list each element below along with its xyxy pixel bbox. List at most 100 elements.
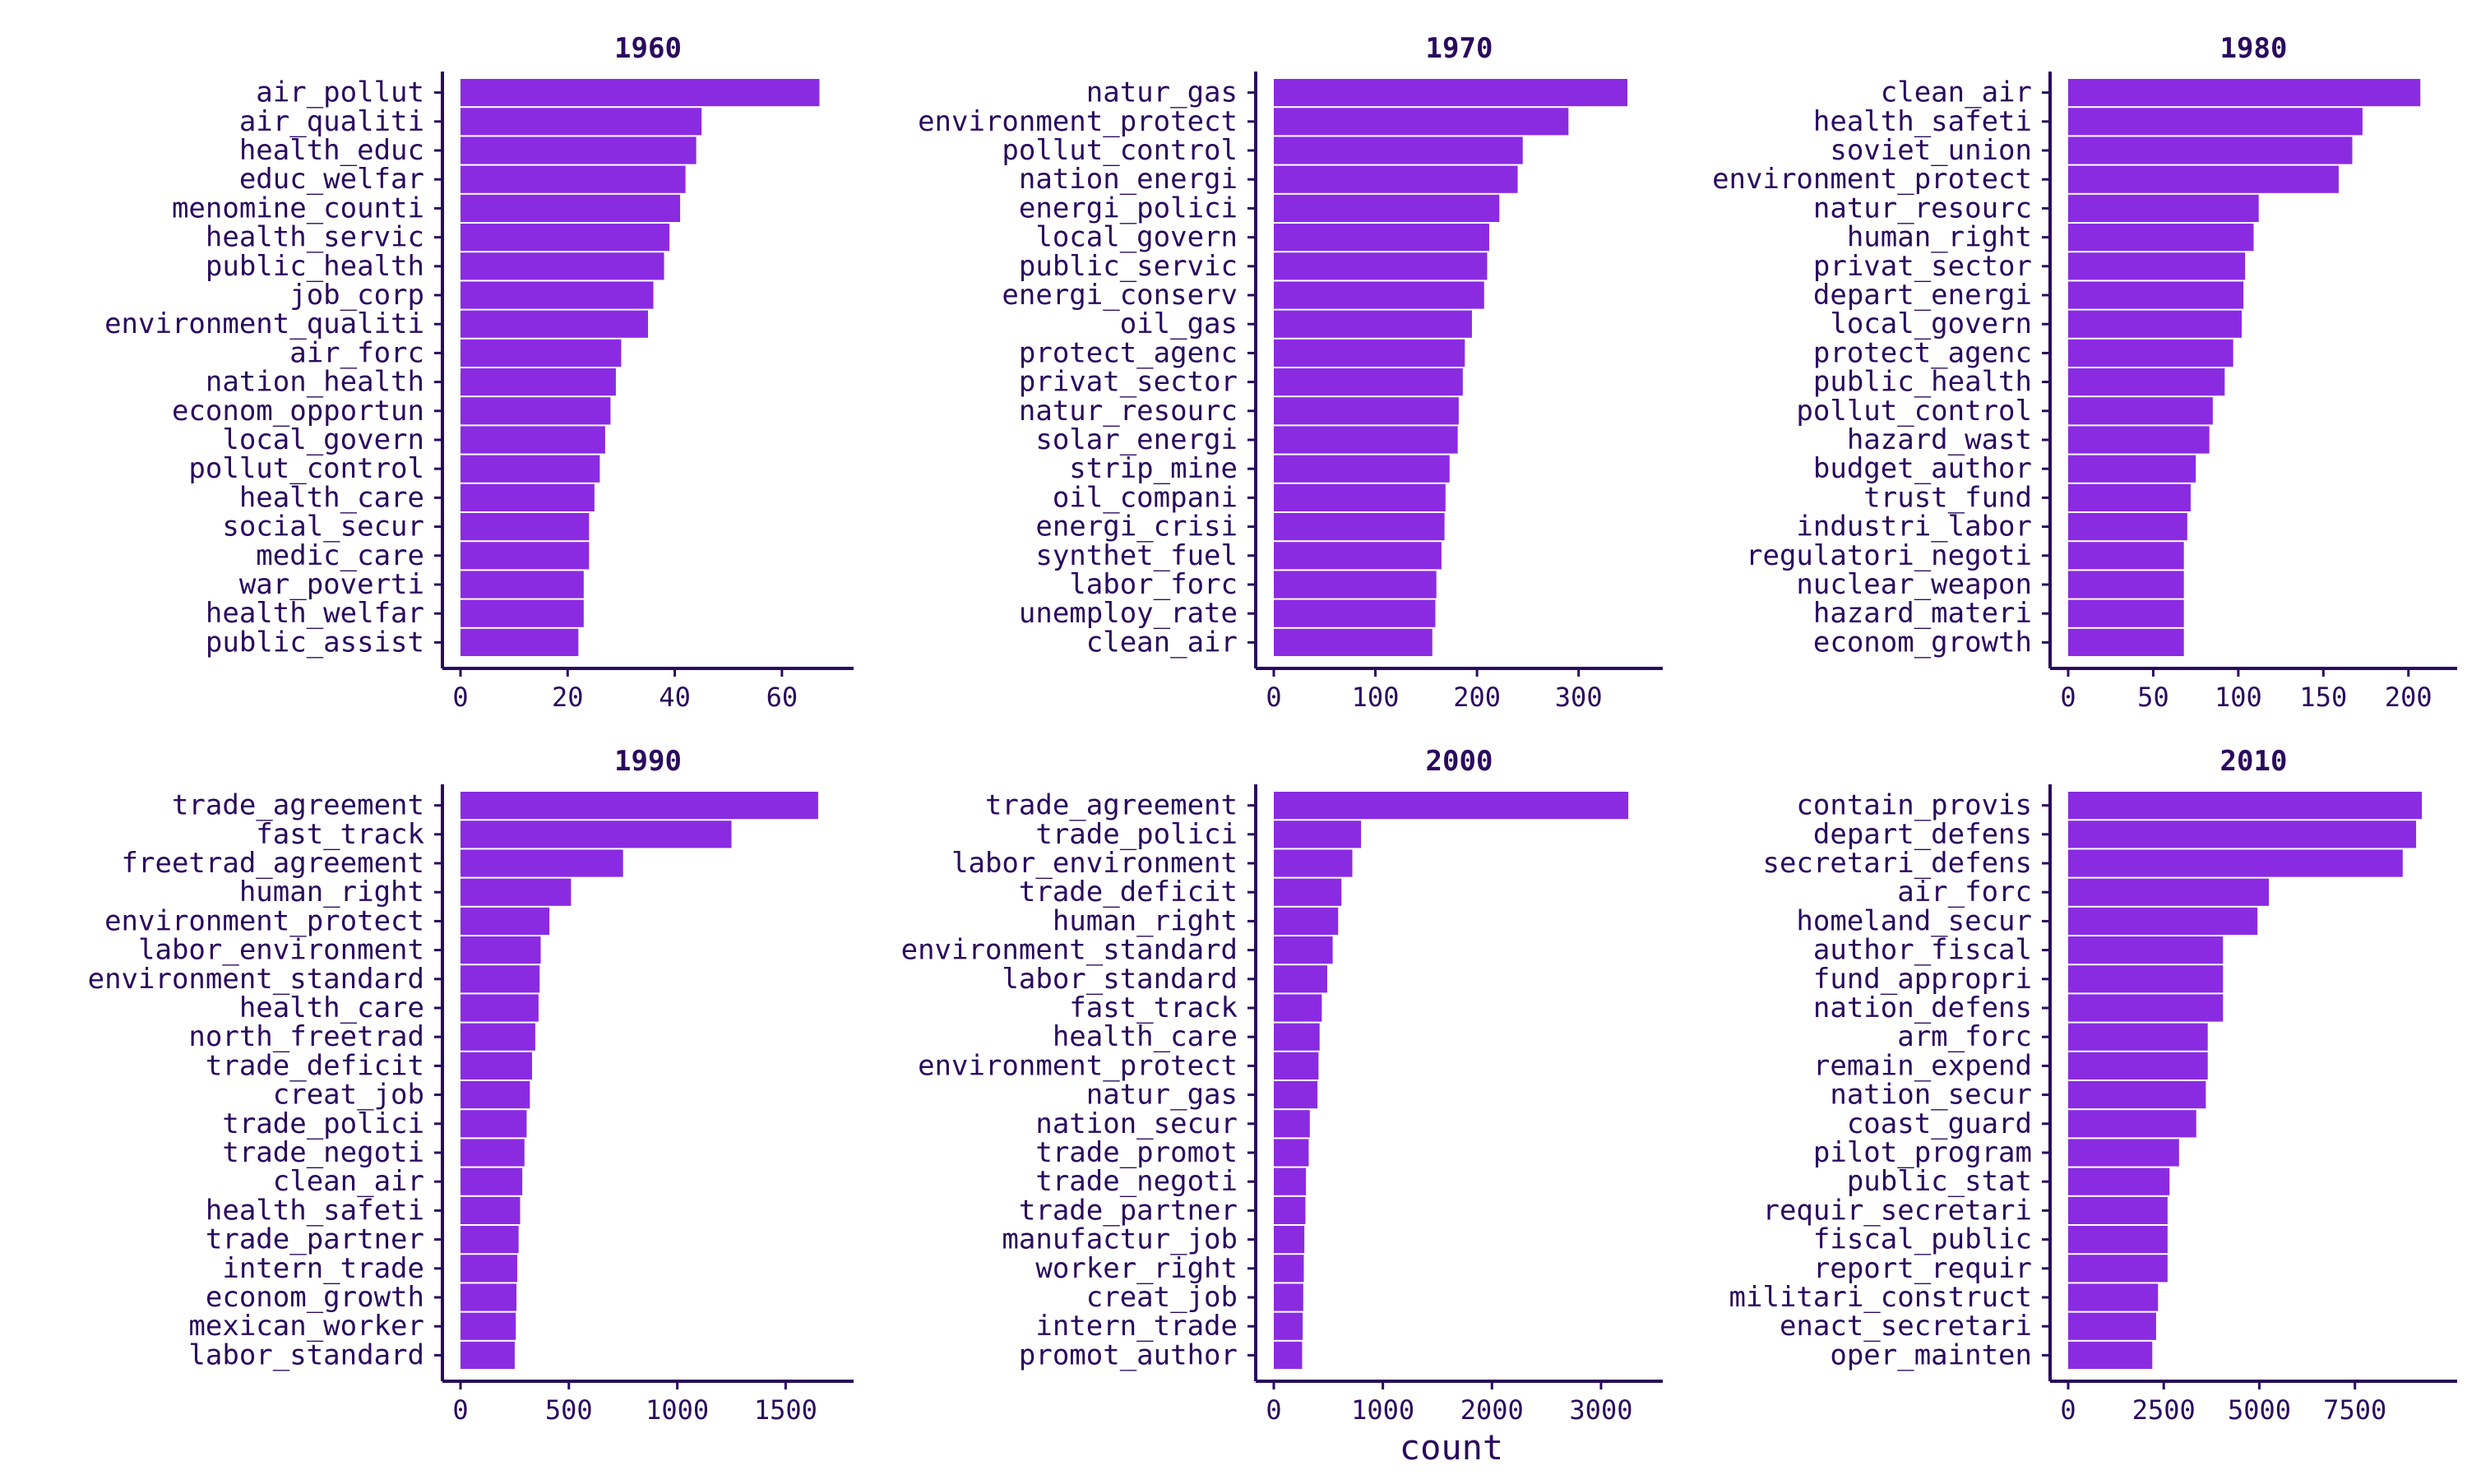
- panel-title: 2010: [2220, 745, 2288, 778]
- category-label: nation_secur: [1035, 1107, 1238, 1140]
- bar-oil_gas: [1274, 310, 1472, 338]
- category-label: health_servic: [206, 221, 424, 254]
- bar-human_right: [1274, 907, 1339, 935]
- category-label: homeland_secur: [1796, 904, 2032, 937]
- bar-labor_standard: [461, 1341, 515, 1369]
- bar-pilot_program: [2068, 1139, 2179, 1167]
- x-tick-label: 150: [2299, 682, 2347, 713]
- x-tick-label: 1500: [754, 1394, 817, 1426]
- category-label: air_qualiti: [239, 105, 424, 138]
- x-tick-label: 200: [1453, 682, 1501, 713]
- x-tick-label: 100: [1352, 682, 1400, 713]
- category-label: north_freetrad: [188, 1020, 424, 1053]
- bar-trade_negoti: [461, 1139, 525, 1167]
- x-tick-label: 0: [452, 682, 468, 713]
- category-label: oil_gas: [1120, 307, 1238, 340]
- bar-social_secur: [461, 513, 590, 541]
- category-label: privat_sector: [1813, 250, 2032, 283]
- bar-trade_polici: [461, 1110, 527, 1138]
- x-tick-label: 0: [452, 1394, 468, 1426]
- bar-trade_partner: [1274, 1196, 1306, 1224]
- category-label: health_welfar: [206, 597, 424, 630]
- category-label: nation_health: [206, 366, 424, 399]
- category-label: fast_track: [1069, 992, 1238, 1024]
- bar-nation_energi: [1274, 165, 1518, 193]
- panel-1970: 1970 natur_gasenvironment_protectpollut_c…: [918, 32, 1663, 713]
- category-label: protect_agenc: [1813, 336, 2032, 369]
- category-label: natur_resourc: [1019, 395, 1238, 428]
- bar-nation_defens: [2068, 994, 2224, 1022]
- category-label: freetrad_agreement: [122, 847, 424, 880]
- category-label: environment_protect: [1712, 163, 2032, 196]
- panel-title: 2000: [1426, 745, 1493, 778]
- category-label: labor_environment: [951, 847, 1238, 880]
- category-label: menomine_counti: [172, 192, 424, 224]
- category-label: health_safeti: [1813, 105, 2032, 138]
- category-label: econom_opportun: [172, 395, 424, 428]
- bar-health_care: [1274, 1023, 1320, 1051]
- bar-trade_promot: [1274, 1139, 1309, 1167]
- category-label: public_servic: [1019, 250, 1238, 283]
- bar-privat_sector: [2068, 252, 2246, 280]
- bar-war_poverti: [461, 571, 584, 599]
- bar-health_safeti: [2068, 108, 2363, 136]
- category-label: militari_construct: [1729, 1281, 2032, 1314]
- bar-nation_health: [461, 368, 616, 396]
- category-label: environment_qualiti: [104, 307, 424, 340]
- bar-oper_mainten: [2068, 1341, 2153, 1369]
- panel-title: 1960: [614, 32, 682, 65]
- bar-environment_protect: [461, 907, 550, 935]
- bar-clean_air: [1274, 628, 1433, 656]
- bar-human_right: [2068, 224, 2254, 252]
- bar-nation_secur: [1274, 1110, 1310, 1138]
- panel-1960: 1960 air_pollutair_qualitihealth_educeduc…: [104, 32, 854, 713]
- bar-creat_job: [461, 1081, 530, 1109]
- bar-nuclear_weapon: [2068, 571, 2184, 599]
- bar-environment_qualiti: [461, 310, 648, 338]
- bar-intern_trade: [461, 1255, 518, 1283]
- category-label: public_stat: [1847, 1165, 2032, 1198]
- x-tick-label: 7500: [2323, 1394, 2386, 1426]
- x-tick-label: 40: [659, 682, 691, 713]
- category-label: pollut_control: [188, 452, 424, 485]
- category-label: clean_air: [273, 1165, 424, 1198]
- bar-protect_agenc: [1274, 339, 1465, 367]
- category-label: remain_expend: [1813, 1049, 2032, 1082]
- category-label: job_corp: [289, 279, 424, 312]
- category-label: natur_gas: [1086, 76, 1238, 109]
- bar-promot_author: [1274, 1341, 1303, 1369]
- category-label: social_secur: [222, 511, 424, 543]
- panel-2010: 2010 contain_provisdepart_defenssecretari…: [1729, 745, 2457, 1426]
- category-label: trade_promot: [1035, 1136, 1238, 1169]
- category-label: pollut_control: [1796, 395, 2032, 428]
- bar-soviet_union: [2068, 136, 2353, 164]
- bar-trade_partner: [461, 1226, 519, 1254]
- category-label: public_assist: [206, 626, 424, 659]
- category-label: econom_growth: [1813, 626, 2032, 659]
- category-label: energi_conserv: [1002, 279, 1238, 312]
- category-label: trade_deficit: [206, 1049, 424, 1082]
- category-label: environment_standard: [901, 934, 1238, 967]
- category-label: health_care: [239, 481, 424, 514]
- category-label: health_safeti: [206, 1194, 424, 1227]
- bar-health_care: [461, 483, 595, 511]
- x-tick-label: 2000: [1460, 1394, 1524, 1426]
- category-label: industri_labor: [1796, 511, 2032, 543]
- bar-educ_welfar: [461, 165, 686, 193]
- bar-industri_labor: [2068, 513, 2187, 541]
- bar-solar_energi: [1274, 426, 1458, 454]
- category-label: manufactur_job: [1002, 1223, 1238, 1256]
- bar-worker_right: [1274, 1255, 1304, 1283]
- bar-public_health: [2068, 368, 2225, 396]
- category-label: labor_environment: [138, 934, 424, 967]
- category-label: regulatori_negoti: [1746, 539, 2032, 572]
- category-label: public_health: [1813, 366, 2032, 399]
- category-label: fund_appropri: [1813, 963, 2032, 996]
- bar-pollut_control: [461, 455, 600, 483]
- category-label: nation_secur: [1830, 1079, 2032, 1112]
- bar-coast_guard: [2068, 1110, 2196, 1138]
- category-label: protect_agenc: [1019, 336, 1238, 369]
- bar-local_govern: [461, 426, 605, 454]
- category-label: intern_trade: [222, 1252, 424, 1285]
- bar-econom_growth: [461, 1283, 517, 1311]
